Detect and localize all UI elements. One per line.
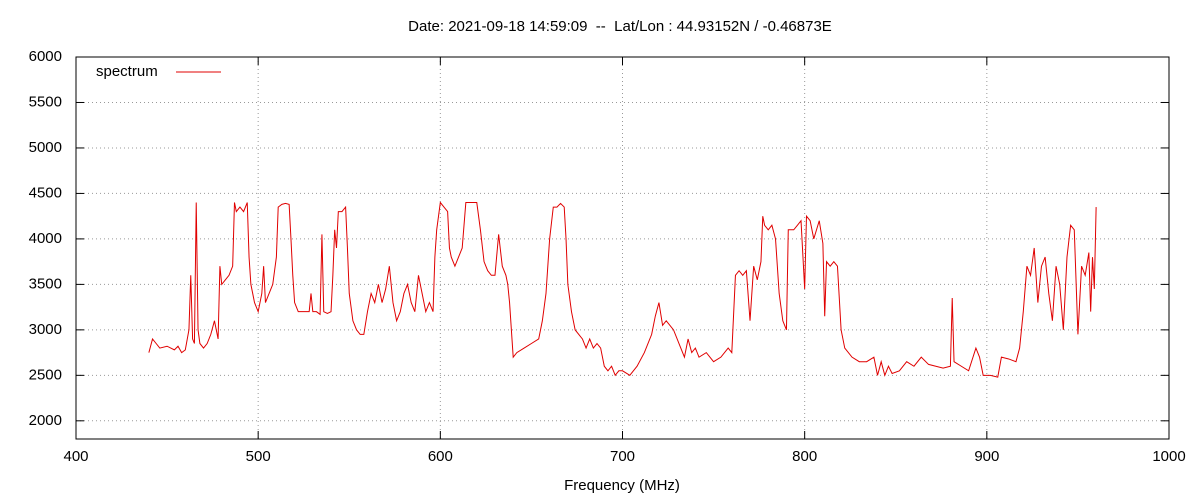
- x-tick-label: 600: [428, 448, 453, 465]
- y-tick-label: 3000: [29, 321, 62, 338]
- x-axis-label: Frequency (MHz): [564, 477, 680, 494]
- y-tick-label: 3500: [29, 275, 62, 292]
- chart-title: Date: 2021-09-18 14:59:09 -- Lat/Lon : 4…: [408, 18, 832, 35]
- y-tick-label: 5500: [29, 93, 62, 110]
- data-line: [148, 201, 1097, 378]
- legend-label: spectrum: [96, 63, 158, 80]
- x-tick-label: 400: [63, 448, 88, 465]
- y-tick-label: 4000: [29, 230, 62, 247]
- x-tick-label: 1000: [1152, 448, 1185, 465]
- y-tick-label: 6000: [29, 48, 62, 65]
- y-tick-label: 5000: [29, 139, 62, 156]
- x-tick-label: 900: [974, 448, 999, 465]
- y-tick-label: 2000: [29, 412, 62, 429]
- x-tick-label: 500: [246, 448, 271, 465]
- x-tick-label: 700: [610, 448, 635, 465]
- plot-frame: [75, 56, 1170, 440]
- x-tick-label: 800: [792, 448, 817, 465]
- y-tick-label: 4500: [29, 184, 62, 201]
- y-tick-label: 2500: [29, 366, 62, 383]
